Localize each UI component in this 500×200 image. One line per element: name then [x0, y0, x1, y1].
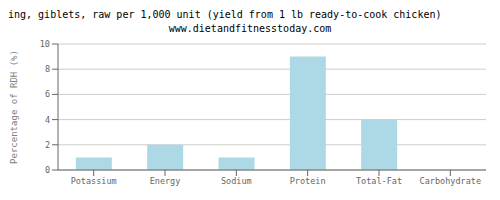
svg-text:6: 6	[45, 89, 50, 99]
svg-text:Total-Fat: Total-Fat	[356, 176, 402, 186]
html-text:www.dietandfitnesstoday.com: www.dietandfitnesstoday.com	[168, 23, 332, 34]
svg-text:Potassium: Potassium	[71, 176, 117, 186]
svg-text:Carbohydrate: Carbohydrate	[420, 176, 481, 186]
svg-text:Protein: Protein	[290, 176, 326, 186]
svg-text:Energy: Energy	[150, 176, 181, 186]
svg-text:Percentage of RDH (%): Percentage of RDH (%)	[9, 50, 19, 164]
svg-text:4: 4	[45, 115, 50, 125]
html-text:ing, giblets, raw per 1,000 un: ing, giblets, raw per 1,000 unit (yield …	[8, 9, 442, 20]
svg-text:10: 10	[40, 39, 50, 49]
svg-text:8: 8	[45, 64, 50, 74]
svg-text:0: 0	[45, 165, 50, 175]
svg-text:Sodium: Sodium	[221, 176, 252, 186]
svg-text:2: 2	[45, 140, 50, 150]
